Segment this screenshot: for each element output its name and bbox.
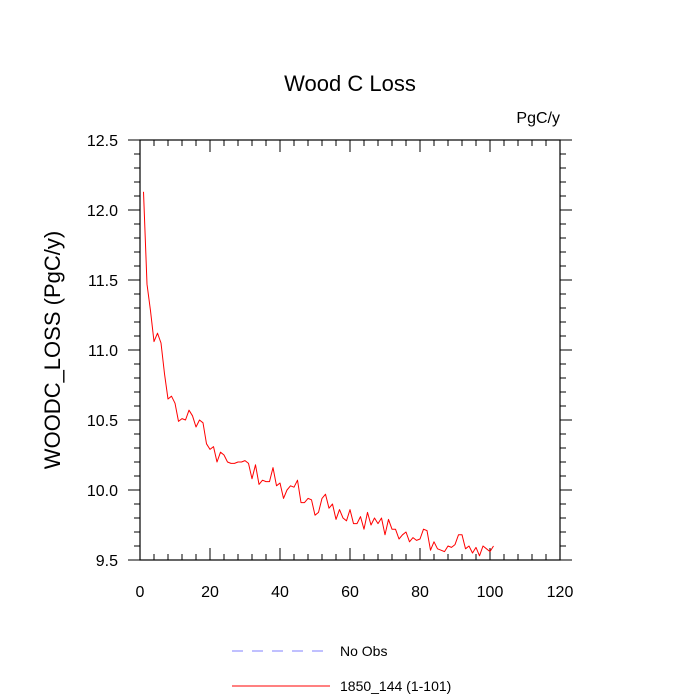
- y-tick-label: 12.0: [87, 203, 118, 220]
- y-tick-label: 10.0: [87, 483, 118, 500]
- x-tick-label: 80: [411, 584, 429, 601]
- y-tick-label: 10.5: [87, 413, 118, 430]
- series-layer: [143, 191, 494, 557]
- series-line-1850-144-1-101-: [143, 191, 494, 557]
- legend: No Obs 1850_144 (1-101): [232, 643, 451, 694]
- y-tick-label: 12.5: [87, 133, 118, 150]
- x-tick-label: 40: [271, 584, 289, 601]
- x-tick-label: 60: [341, 584, 359, 601]
- x-axis: 0 20 40 60 80 100 120: [136, 140, 574, 601]
- y-axis-label: WOODC_LOSS (PgC/y): [40, 231, 65, 469]
- legend-label-1850-144: 1850_144 (1-101): [340, 678, 451, 694]
- units-label: PgC/y: [516, 110, 560, 127]
- x-tick-label: 100: [477, 584, 504, 601]
- x-tick-label: 0: [136, 584, 145, 601]
- plot-frame: [139, 139, 561, 561]
- legend-label-no-obs: No Obs: [340, 643, 387, 659]
- y-axis: 9.5 10.0 10.5 11.0 11.5 12.0 12.5: [87, 133, 572, 570]
- y-tick-label: 11.5: [88, 273, 118, 290]
- x-tick-label: 20: [201, 584, 219, 601]
- x-tick-label: 120: [547, 584, 574, 601]
- chart-title: Wood C Loss: [284, 71, 416, 96]
- y-tick-label: 9.5: [96, 553, 118, 570]
- y-tick-label: 11.0: [88, 343, 118, 360]
